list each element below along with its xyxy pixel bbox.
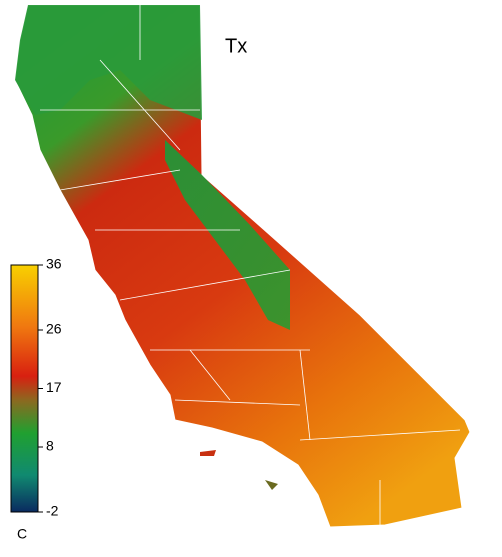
- colorbar-tick-label: 26: [46, 321, 62, 337]
- colorbar-tick-label: 8: [46, 438, 54, 454]
- island: [200, 450, 216, 456]
- county-lines: [40, 5, 461, 525]
- colorbar: [10, 264, 39, 513]
- colorbar-tick-label: 17: [46, 379, 62, 395]
- map-title: Tx: [225, 35, 247, 57]
- colorbar-tick-label: -2: [46, 503, 59, 519]
- north-zone: [15, 5, 202, 120]
- island: [265, 480, 278, 490]
- sierra-zone: [165, 140, 290, 330]
- colorbar-unit: C: [17, 526, 27, 542]
- colorbar-tick-label: 36: [46, 256, 62, 272]
